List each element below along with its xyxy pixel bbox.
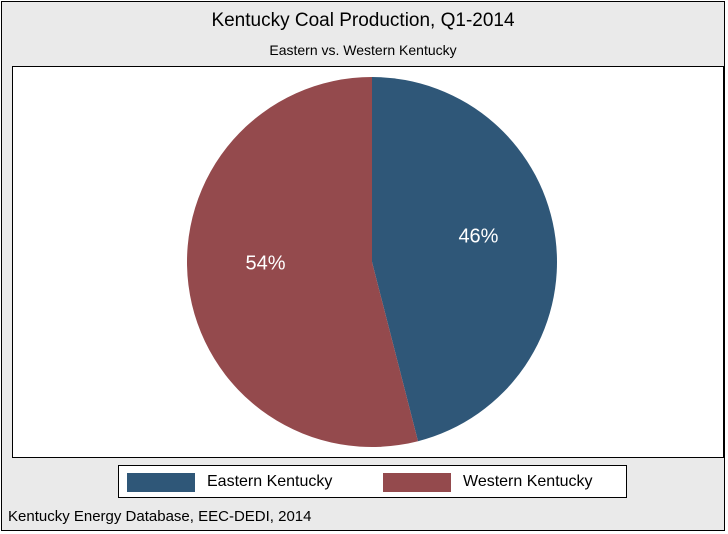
slice-label-eastern-kentucky: 46% (458, 226, 498, 248)
pie-slice-eastern-kentucky (372, 77, 558, 442)
legend-swatch-eastern-kentucky (127, 472, 195, 492)
source-note: Kentucky Energy Database, EEC-DEDI, 2014 (8, 508, 312, 525)
pie-slice-western-kentucky (187, 77, 419, 447)
pie-chart: 46% 54% (187, 77, 558, 447)
legend-label-eastern-kentucky: Eastern Kentucky (207, 473, 333, 490)
legend-label-western-kentucky: Western Kentucky (463, 473, 593, 490)
chart-subtitle: Eastern vs. Western Kentucky (269, 42, 457, 58)
legend-item-eastern-kentucky: Eastern Kentucky (127, 472, 332, 492)
slice-label-western-kentucky: 54% (246, 252, 286, 274)
chart-title: Kentucky Coal Production, Q1-2014 (211, 10, 515, 31)
plot-area: 46% 54% (12, 66, 724, 458)
legend-item-western-kentucky: Western Kentucky (383, 472, 593, 492)
chart-legend: Eastern Kentucky Western Kentucky (118, 465, 627, 498)
legend-swatch-western-kentucky (383, 472, 451, 492)
